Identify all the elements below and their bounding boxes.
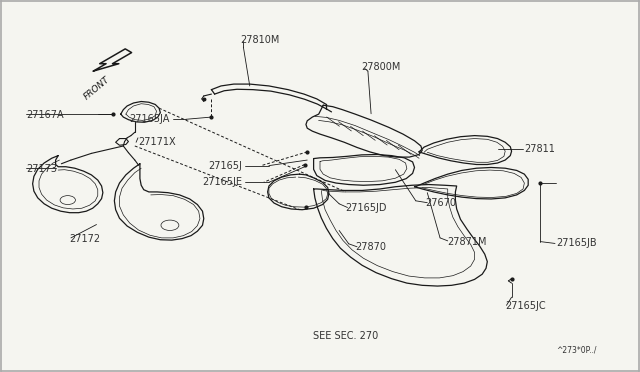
Text: ^273*0P../: ^273*0P../	[556, 345, 596, 354]
Text: 27173: 27173	[26, 164, 57, 174]
Text: 27165J: 27165J	[208, 161, 242, 171]
Text: 27172: 27172	[70, 234, 100, 244]
Text: 27165JB: 27165JB	[556, 238, 597, 248]
Text: 27670: 27670	[426, 198, 456, 208]
Text: SEE SEC. 270: SEE SEC. 270	[313, 331, 378, 341]
Text: 27165JD: 27165JD	[346, 203, 387, 213]
Text: 27165JE: 27165JE	[202, 177, 242, 187]
Text: 27171X: 27171X	[138, 137, 175, 147]
Text: 27800M: 27800M	[362, 62, 401, 73]
Text: 27871M: 27871M	[448, 237, 487, 247]
Text: 27165JC: 27165JC	[505, 301, 546, 311]
Text: FRONT: FRONT	[82, 75, 111, 102]
Text: 27870: 27870	[355, 242, 386, 252]
Text: 27167A: 27167A	[26, 110, 64, 120]
Text: 27810M: 27810M	[240, 35, 280, 45]
Text: 27811: 27811	[524, 144, 556, 154]
Text: 27165JA: 27165JA	[129, 114, 170, 124]
